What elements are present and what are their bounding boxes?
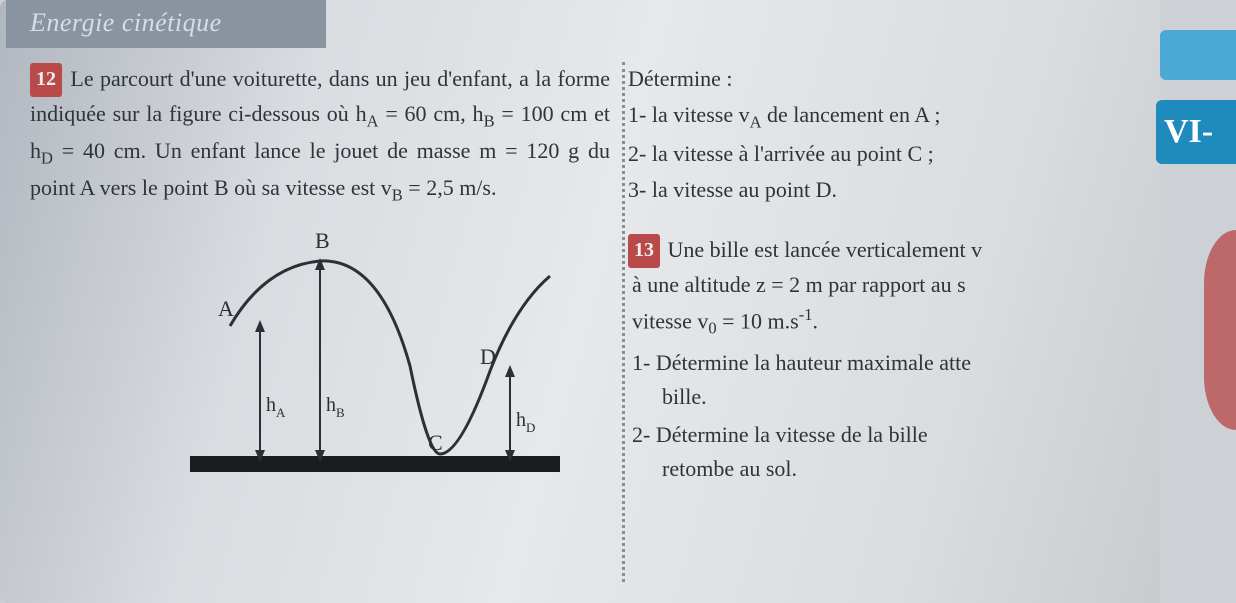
label-hD: hD (516, 409, 535, 435)
ex13-q1b: bille. (628, 380, 1138, 414)
ex12-q2: 2- la vitesse à l'arrivée au point C ; (628, 137, 1138, 171)
column-divider (622, 62, 625, 582)
ex13-line1-text: Une bille est lancée verticalement v (668, 237, 983, 262)
ex13-line3: vitesse v0 = 10 m.s-1. (628, 302, 1138, 341)
ground-bar (190, 456, 560, 472)
ex12-hA-eq: = 60 cm, h (379, 101, 484, 126)
ex12-figure: A B C D hA hB hD (170, 216, 610, 496)
section-title: Energie cinétique (30, 8, 222, 37)
hD-arrow (505, 365, 515, 462)
ex12-q1-sub: A (750, 112, 762, 131)
ex12-number: 12 (30, 63, 62, 97)
ex13-line2: à une altitude z = 2 m par rapport au s (628, 268, 1138, 302)
ex13-q2: 2- Détermine la vitesse de la bille (628, 418, 1138, 452)
label-B: B (315, 228, 330, 253)
label-D: D (480, 344, 496, 369)
ex12-questions: 1- la vitesse vA de lancement en A ; 2- … (628, 98, 1138, 207)
hB-arrow (315, 258, 325, 462)
ex13-line3-post: = 10 m.s (717, 309, 799, 334)
label-hB: hB (326, 394, 345, 420)
ex13-q2b: retombe au sol. (628, 452, 1138, 486)
ex13-number: 13 (628, 234, 660, 268)
ex12-vB-eq: = 2,5 m/s. (403, 175, 497, 200)
ex12-q1-post: de lancement en A ; (762, 102, 941, 127)
textbook-page: Energie cinétique 12 Le parcourt d'une v… (0, 0, 1160, 603)
ex13-line3-end: . (812, 309, 818, 334)
ex12-q1-pre: 1- la vitesse v (628, 102, 750, 127)
ex12-q3: 3- la vitesse au point D. (628, 173, 1138, 207)
ex12-statement: 12 Le parcourt d'une voiturette, dans un… (30, 62, 610, 208)
ex13-line3-sub: 0 (708, 319, 716, 338)
hA-arrow (255, 320, 265, 462)
side-tab-top (1160, 30, 1236, 80)
ex12-hB-sub: B (484, 111, 495, 130)
ex13-block: 13 Une bille est lancée verticalement v … (628, 233, 1138, 486)
side-tab-chapter: VI- (1156, 100, 1236, 164)
right-column: Détermine : 1- la vitesse vA de lancemen… (628, 62, 1148, 496)
red-page-edge (1204, 230, 1236, 430)
ex12-determine: Détermine : (628, 62, 1138, 96)
ex13-line3-pre: vitesse v (632, 309, 708, 334)
left-column: 12 Le parcourt d'une voiturette, dans un… (30, 62, 610, 496)
ex13-q1: 1- Détermine la hauteur maximale atte (628, 346, 1138, 380)
ex12-hD-sub: D (41, 148, 53, 167)
track-curve (230, 261, 550, 454)
side-tab-label: VI- (1164, 113, 1213, 151)
label-C: C (428, 430, 443, 455)
ex12-hD-eq: = 40 cm. Un enfant lance le jouet de mas… (30, 138, 610, 200)
ex12-hA-sub: A (367, 111, 379, 130)
ex13-line1: 13 Une bille est lancée verticalement v (628, 233, 1138, 268)
ex12-vB-sub: B (392, 185, 403, 204)
label-hA: hA (266, 394, 286, 420)
label-A: A (218, 296, 234, 321)
section-header: Energie cinétique (6, 0, 326, 48)
ex13-line3-sup: -1 (799, 305, 813, 324)
track-diagram-svg: A B C D hA hB hD (170, 216, 580, 486)
content-columns: 12 Le parcourt d'une voiturette, dans un… (0, 48, 1160, 496)
ex12-q1: 1- la vitesse vA de lancement en A ; (628, 98, 1138, 135)
